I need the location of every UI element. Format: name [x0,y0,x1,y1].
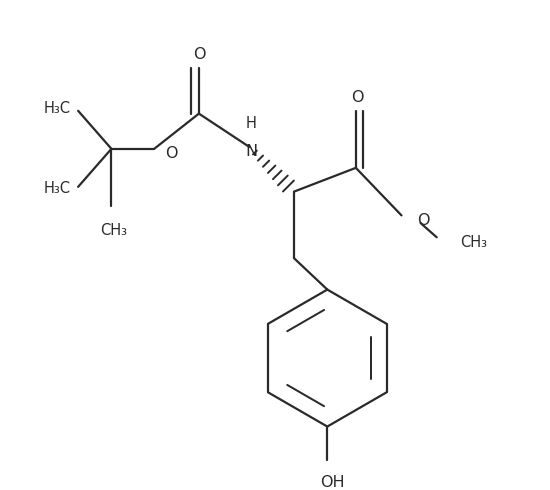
Text: H₃C: H₃C [43,101,70,116]
Text: OH: OH [320,475,344,490]
Text: O: O [194,47,206,62]
Text: CH₃: CH₃ [100,223,127,238]
Text: O: O [417,213,429,228]
Text: H₃C: H₃C [43,181,70,196]
Text: O: O [165,146,178,161]
Text: CH₃: CH₃ [460,235,487,249]
Text: N: N [245,144,257,159]
Text: H: H [246,116,257,131]
Text: O: O [351,90,364,105]
